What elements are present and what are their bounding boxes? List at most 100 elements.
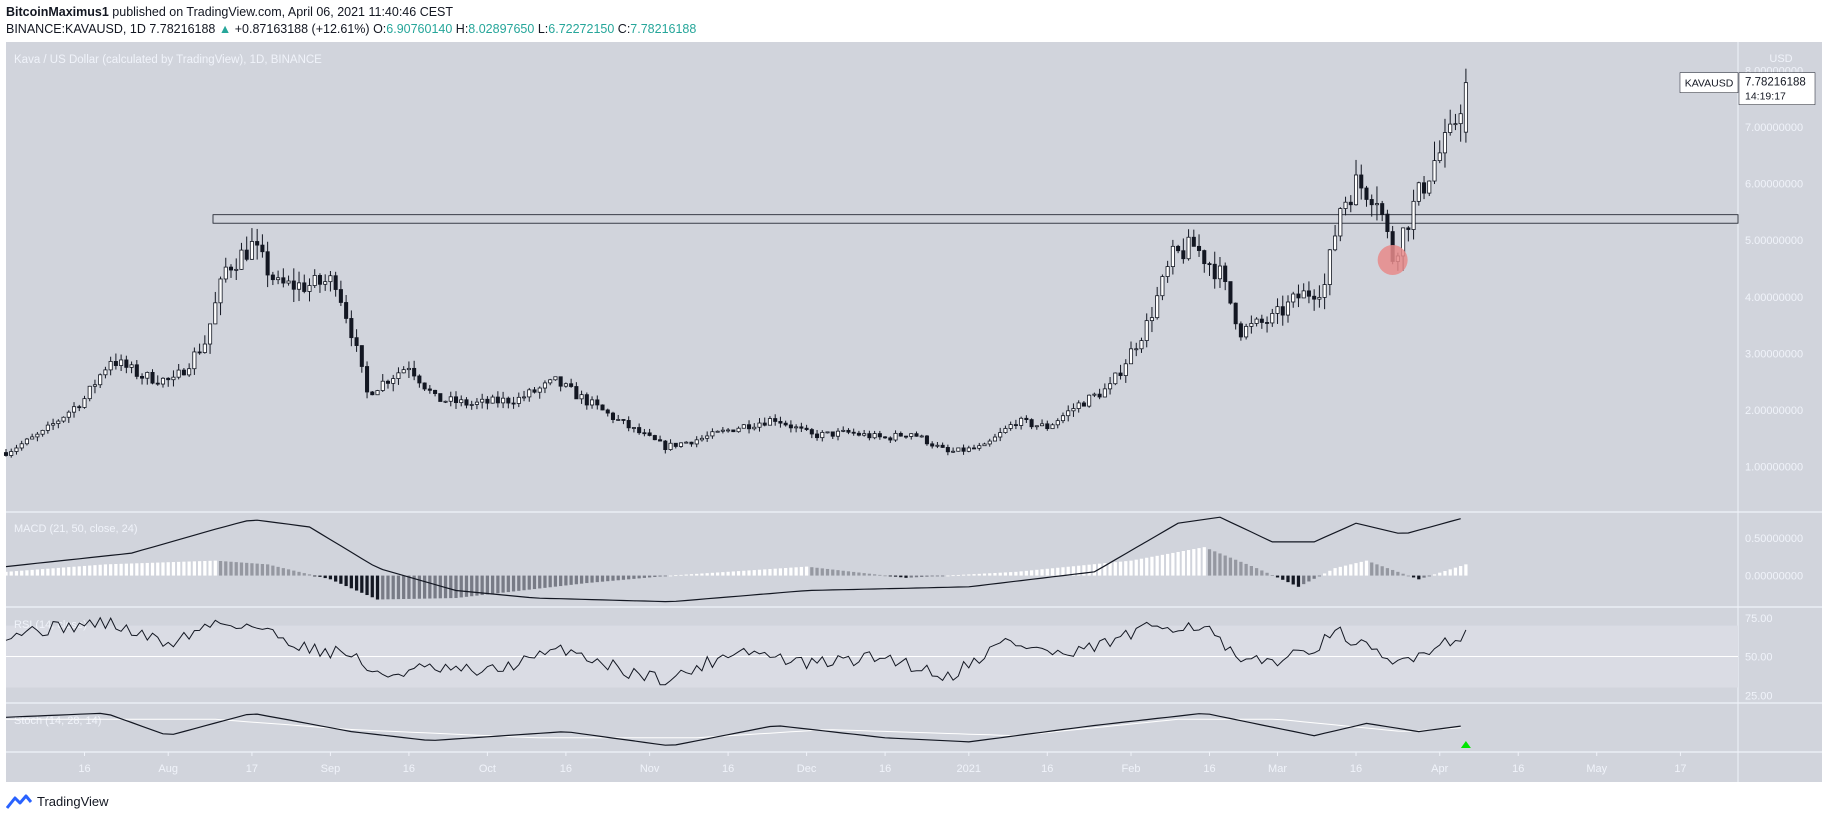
candle-body — [35, 433, 40, 438]
macd-histogram-bar — [1448, 569, 1452, 576]
author-name[interactable]: BitcoinMaximus1 — [6, 5, 109, 19]
date-axis-tick: 16 — [1512, 763, 1524, 775]
candle-body — [600, 404, 605, 411]
candle-body — [150, 372, 155, 384]
macd-histogram-bar — [616, 575, 620, 581]
macd-histogram-bar — [778, 568, 783, 576]
candle-body — [663, 440, 668, 450]
macd-histogram-bar — [1417, 575, 1421, 580]
macd-histogram-bar — [1071, 566, 1076, 576]
candle-body — [176, 369, 181, 378]
macd-histogram-bar — [532, 575, 537, 590]
macd-histogram-bar — [726, 571, 730, 576]
macd-histogram-bar — [606, 575, 610, 582]
macd-histogram-bar — [255, 563, 259, 576]
candle-body — [1233, 302, 1238, 325]
candle-body — [202, 343, 207, 353]
macd-histogram-bar — [1129, 560, 1133, 576]
footer-brand[interactable]: TradingView — [37, 793, 109, 809]
macd-histogram-bar — [1155, 555, 1159, 576]
date-axis-tick: Dec — [797, 763, 817, 775]
macd-histogram-bar — [1254, 568, 1259, 576]
change-value: +0.87163188 (+12.61%) — [234, 22, 370, 36]
macd-histogram-bar — [1166, 553, 1170, 576]
macd-histogram-bar — [20, 570, 24, 576]
macd-histogram-bar — [951, 575, 955, 577]
up-arrow-icon: ▲ — [218, 22, 232, 36]
candle-body — [673, 442, 678, 447]
candle-body — [119, 359, 124, 366]
candle-body — [260, 244, 265, 253]
macd-histogram-bar — [1291, 575, 1295, 585]
macd-histogram-bar — [522, 575, 526, 591]
candle-body — [637, 427, 642, 434]
macd-histogram-bar — [208, 560, 212, 576]
macd-histogram-bar — [768, 569, 772, 576]
candle-body — [1217, 265, 1222, 280]
candle-body — [286, 280, 291, 284]
macd-histogram-bar — [972, 574, 976, 576]
macd-histogram-bar — [391, 575, 395, 600]
macd-histogram-bar — [1354, 563, 1358, 576]
macd-histogram-bar — [1328, 570, 1332, 576]
candle-body — [291, 280, 296, 290]
candle-body — [1312, 295, 1317, 300]
candle-body — [773, 418, 778, 422]
macd-histogram-bar — [553, 575, 558, 587]
macd-histogram-bar — [1160, 554, 1165, 576]
price-chart[interactable]: Kava / US Dollar (calculated by TradingV… — [0, 0, 1828, 790]
rsi-axis-tick: 75.00 — [1745, 613, 1773, 625]
macd-histogram-bar — [1050, 568, 1055, 576]
macd-histogram-bar — [820, 568, 824, 576]
macd-histogram-bar — [9, 571, 13, 576]
candle-body — [92, 384, 97, 387]
date-axis-bg — [6, 752, 1822, 782]
candle-body — [276, 277, 281, 281]
macd-histogram-bar — [799, 566, 803, 576]
macd-histogram-bar — [710, 572, 715, 576]
candle-body — [234, 268, 239, 271]
candle-body — [1249, 323, 1254, 327]
macd-histogram-bar — [611, 575, 615, 581]
candle-body — [883, 436, 888, 439]
candle-body — [898, 432, 903, 437]
candle-body — [495, 396, 500, 404]
candle-body — [605, 409, 610, 414]
macd-histogram-bar — [177, 561, 181, 576]
candle-body — [851, 431, 856, 434]
macd-histogram-bar — [564, 575, 568, 586]
candle-body — [380, 380, 385, 391]
macd-histogram-bar — [1364, 560, 1369, 576]
candle-body — [1202, 250, 1207, 265]
candle-body — [323, 281, 328, 285]
macd-histogram-bar — [428, 575, 432, 599]
candle-body — [328, 275, 333, 283]
stoch-k-line — [5, 712, 1461, 746]
candle-body — [1364, 187, 1369, 200]
stoch-label: Stoch (14, 28, 14) — [14, 715, 101, 727]
candle-body — [527, 389, 532, 398]
candle-body — [344, 302, 349, 319]
candle-body — [747, 424, 752, 430]
candle-body — [443, 400, 448, 403]
macd-histogram-bar — [1218, 553, 1222, 576]
candles-group — [3, 68, 1468, 458]
macd-histogram-bar — [941, 575, 945, 577]
candle-body — [548, 379, 553, 384]
candle-body — [935, 444, 940, 447]
candle-body — [1108, 383, 1113, 390]
candle-body — [553, 376, 558, 381]
candle-body — [689, 441, 694, 445]
candle-body — [542, 382, 547, 389]
macd-histogram-bar — [1286, 575, 1290, 583]
candle-body — [1071, 408, 1076, 412]
macd-histogram-bar — [1197, 548, 1201, 576]
high-label: H: — [455, 22, 469, 36]
macd-histogram-bar — [825, 568, 830, 576]
macd-histogram-group — [4, 547, 1468, 600]
date-axis-tick: Oct — [479, 763, 496, 775]
macd-histogram-bar — [271, 565, 275, 576]
candle-body — [1411, 200, 1416, 230]
macd-histogram-bar — [281, 568, 285, 576]
candle-body — [835, 430, 841, 437]
